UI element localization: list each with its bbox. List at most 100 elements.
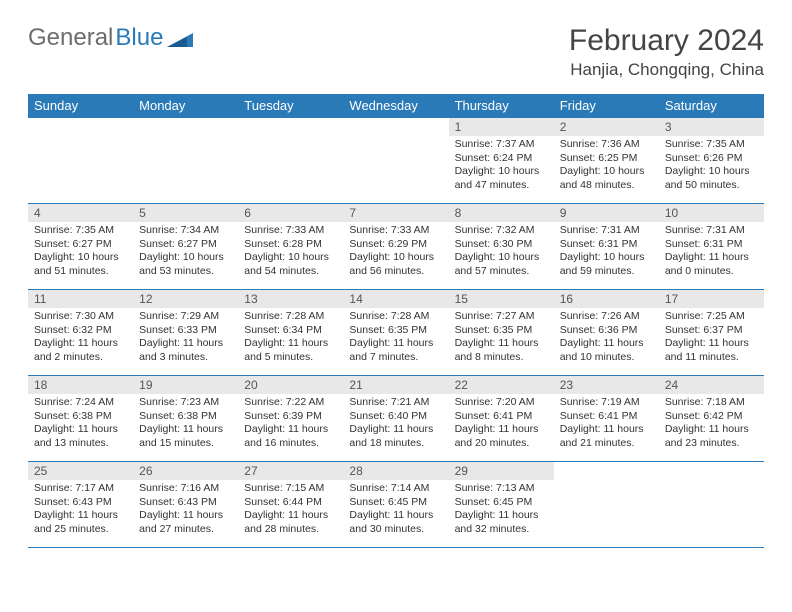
calendar-row: 4Sunrise: 7:35 AMSunset: 6:27 PMDaylight… bbox=[28, 204, 764, 290]
day-details: Sunrise: 7:35 AMSunset: 6:26 PMDaylight:… bbox=[659, 136, 764, 197]
calendar-cell: 22Sunrise: 7:20 AMSunset: 6:41 PMDayligh… bbox=[449, 376, 554, 462]
calendar-row: 11Sunrise: 7:30 AMSunset: 6:32 PMDayligh… bbox=[28, 290, 764, 376]
day-number: 21 bbox=[343, 376, 448, 394]
sunrise-line: Sunrise: 7:32 AM bbox=[455, 224, 548, 238]
day-details: Sunrise: 7:32 AMSunset: 6:30 PMDaylight:… bbox=[449, 222, 554, 283]
sunrise-line: Sunrise: 7:23 AM bbox=[139, 396, 232, 410]
daylight-line: Daylight: 11 hours and 13 minutes. bbox=[34, 423, 127, 450]
calendar-cell: 27Sunrise: 7:15 AMSunset: 6:44 PMDayligh… bbox=[238, 462, 343, 548]
day-number: 6 bbox=[238, 204, 343, 222]
sunrise-line: Sunrise: 7:35 AM bbox=[665, 138, 758, 152]
calendar-cell: 7Sunrise: 7:33 AMSunset: 6:29 PMDaylight… bbox=[343, 204, 448, 290]
sunrise-line: Sunrise: 7:28 AM bbox=[244, 310, 337, 324]
calendar-cell: 1Sunrise: 7:37 AMSunset: 6:24 PMDaylight… bbox=[449, 118, 554, 204]
calendar-cell bbox=[554, 462, 659, 548]
day-number: 4 bbox=[28, 204, 133, 222]
sunrise-line: Sunrise: 7:27 AM bbox=[455, 310, 548, 324]
calendar-cell: 23Sunrise: 7:19 AMSunset: 6:41 PMDayligh… bbox=[554, 376, 659, 462]
daylight-line: Daylight: 11 hours and 23 minutes. bbox=[665, 423, 758, 450]
calendar-cell: 8Sunrise: 7:32 AMSunset: 6:30 PMDaylight… bbox=[449, 204, 554, 290]
daylight-line: Daylight: 11 hours and 25 minutes. bbox=[34, 509, 127, 536]
daylight-line: Daylight: 11 hours and 3 minutes. bbox=[139, 337, 232, 364]
sunrise-line: Sunrise: 7:21 AM bbox=[349, 396, 442, 410]
day-details: Sunrise: 7:33 AMSunset: 6:29 PMDaylight:… bbox=[343, 222, 448, 283]
sunset-line: Sunset: 6:36 PM bbox=[560, 324, 653, 338]
sunrise-line: Sunrise: 7:16 AM bbox=[139, 482, 232, 496]
location-subtitle: Hanjia, Chongqing, China bbox=[569, 60, 764, 80]
day-number: 12 bbox=[133, 290, 238, 308]
day-details: Sunrise: 7:21 AMSunset: 6:40 PMDaylight:… bbox=[343, 394, 448, 455]
calendar-cell: 11Sunrise: 7:30 AMSunset: 6:32 PMDayligh… bbox=[28, 290, 133, 376]
day-header: Wednesday bbox=[343, 94, 448, 118]
sunset-line: Sunset: 6:43 PM bbox=[139, 496, 232, 510]
sunset-line: Sunset: 6:42 PM bbox=[665, 410, 758, 424]
day-details: Sunrise: 7:35 AMSunset: 6:27 PMDaylight:… bbox=[28, 222, 133, 283]
calendar-cell: 9Sunrise: 7:31 AMSunset: 6:31 PMDaylight… bbox=[554, 204, 659, 290]
day-details: Sunrise: 7:31 AMSunset: 6:31 PMDaylight:… bbox=[554, 222, 659, 283]
day-details: Sunrise: 7:28 AMSunset: 6:34 PMDaylight:… bbox=[238, 308, 343, 369]
calendar-cell: 28Sunrise: 7:14 AMSunset: 6:45 PMDayligh… bbox=[343, 462, 448, 548]
day-details: Sunrise: 7:19 AMSunset: 6:41 PMDaylight:… bbox=[554, 394, 659, 455]
day-details: Sunrise: 7:37 AMSunset: 6:24 PMDaylight:… bbox=[449, 136, 554, 197]
daylight-line: Daylight: 11 hours and 11 minutes. bbox=[665, 337, 758, 364]
calendar-cell: 25Sunrise: 7:17 AMSunset: 6:43 PMDayligh… bbox=[28, 462, 133, 548]
day-details: Sunrise: 7:16 AMSunset: 6:43 PMDaylight:… bbox=[133, 480, 238, 541]
sunset-line: Sunset: 6:37 PM bbox=[665, 324, 758, 338]
sunrise-line: Sunrise: 7:31 AM bbox=[560, 224, 653, 238]
day-details: Sunrise: 7:25 AMSunset: 6:37 PMDaylight:… bbox=[659, 308, 764, 369]
calendar-cell: 21Sunrise: 7:21 AMSunset: 6:40 PMDayligh… bbox=[343, 376, 448, 462]
day-details: Sunrise: 7:17 AMSunset: 6:43 PMDaylight:… bbox=[28, 480, 133, 541]
sunset-line: Sunset: 6:27 PM bbox=[139, 238, 232, 252]
daylight-line: Daylight: 10 hours and 53 minutes. bbox=[139, 251, 232, 278]
day-details: Sunrise: 7:24 AMSunset: 6:38 PMDaylight:… bbox=[28, 394, 133, 455]
daylight-line: Daylight: 11 hours and 0 minutes. bbox=[665, 251, 758, 278]
calendar-cell: 15Sunrise: 7:27 AMSunset: 6:35 PMDayligh… bbox=[449, 290, 554, 376]
sunset-line: Sunset: 6:29 PM bbox=[349, 238, 442, 252]
daylight-line: Daylight: 10 hours and 57 minutes. bbox=[455, 251, 548, 278]
day-number: 29 bbox=[449, 462, 554, 480]
sunrise-line: Sunrise: 7:35 AM bbox=[34, 224, 127, 238]
calendar-cell: 26Sunrise: 7:16 AMSunset: 6:43 PMDayligh… bbox=[133, 462, 238, 548]
calendar-cell bbox=[659, 462, 764, 548]
daylight-line: Daylight: 11 hours and 8 minutes. bbox=[455, 337, 548, 364]
sunset-line: Sunset: 6:25 PM bbox=[560, 152, 653, 166]
sunrise-line: Sunrise: 7:33 AM bbox=[349, 224, 442, 238]
sunrise-line: Sunrise: 7:20 AM bbox=[455, 396, 548, 410]
sunrise-line: Sunrise: 7:17 AM bbox=[34, 482, 127, 496]
day-details: Sunrise: 7:34 AMSunset: 6:27 PMDaylight:… bbox=[133, 222, 238, 283]
logo-word1: General bbox=[28, 24, 113, 52]
day-details: Sunrise: 7:13 AMSunset: 6:45 PMDaylight:… bbox=[449, 480, 554, 541]
sunrise-line: Sunrise: 7:18 AM bbox=[665, 396, 758, 410]
sunrise-line: Sunrise: 7:33 AM bbox=[244, 224, 337, 238]
sunrise-line: Sunrise: 7:31 AM bbox=[665, 224, 758, 238]
calendar-cell: 12Sunrise: 7:29 AMSunset: 6:33 PMDayligh… bbox=[133, 290, 238, 376]
day-number: 23 bbox=[554, 376, 659, 394]
calendar-cell: 5Sunrise: 7:34 AMSunset: 6:27 PMDaylight… bbox=[133, 204, 238, 290]
sunrise-line: Sunrise: 7:36 AM bbox=[560, 138, 653, 152]
sunset-line: Sunset: 6:24 PM bbox=[455, 152, 548, 166]
day-details: Sunrise: 7:15 AMSunset: 6:44 PMDaylight:… bbox=[238, 480, 343, 541]
calendar-cell: 3Sunrise: 7:35 AMSunset: 6:26 PMDaylight… bbox=[659, 118, 764, 204]
day-number: 3 bbox=[659, 118, 764, 136]
day-header: Monday bbox=[133, 94, 238, 118]
daylight-line: Daylight: 11 hours and 10 minutes. bbox=[560, 337, 653, 364]
day-details: Sunrise: 7:23 AMSunset: 6:38 PMDaylight:… bbox=[133, 394, 238, 455]
day-header: Friday bbox=[554, 94, 659, 118]
sunset-line: Sunset: 6:35 PM bbox=[455, 324, 548, 338]
calendar-cell: 19Sunrise: 7:23 AMSunset: 6:38 PMDayligh… bbox=[133, 376, 238, 462]
daylight-line: Daylight: 10 hours and 54 minutes. bbox=[244, 251, 337, 278]
logo: GeneralBlue bbox=[28, 24, 193, 52]
daylight-line: Daylight: 11 hours and 28 minutes. bbox=[244, 509, 337, 536]
day-header: Saturday bbox=[659, 94, 764, 118]
sunrise-line: Sunrise: 7:24 AM bbox=[34, 396, 127, 410]
daylight-line: Daylight: 11 hours and 27 minutes. bbox=[139, 509, 232, 536]
sunset-line: Sunset: 6:31 PM bbox=[665, 238, 758, 252]
sunset-line: Sunset: 6:35 PM bbox=[349, 324, 442, 338]
day-number: 2 bbox=[554, 118, 659, 136]
day-details: Sunrise: 7:14 AMSunset: 6:45 PMDaylight:… bbox=[343, 480, 448, 541]
calendar-cell: 14Sunrise: 7:28 AMSunset: 6:35 PMDayligh… bbox=[343, 290, 448, 376]
month-title: February 2024 bbox=[569, 24, 764, 58]
sunrise-line: Sunrise: 7:37 AM bbox=[455, 138, 548, 152]
sunset-line: Sunset: 6:40 PM bbox=[349, 410, 442, 424]
day-number: 18 bbox=[28, 376, 133, 394]
